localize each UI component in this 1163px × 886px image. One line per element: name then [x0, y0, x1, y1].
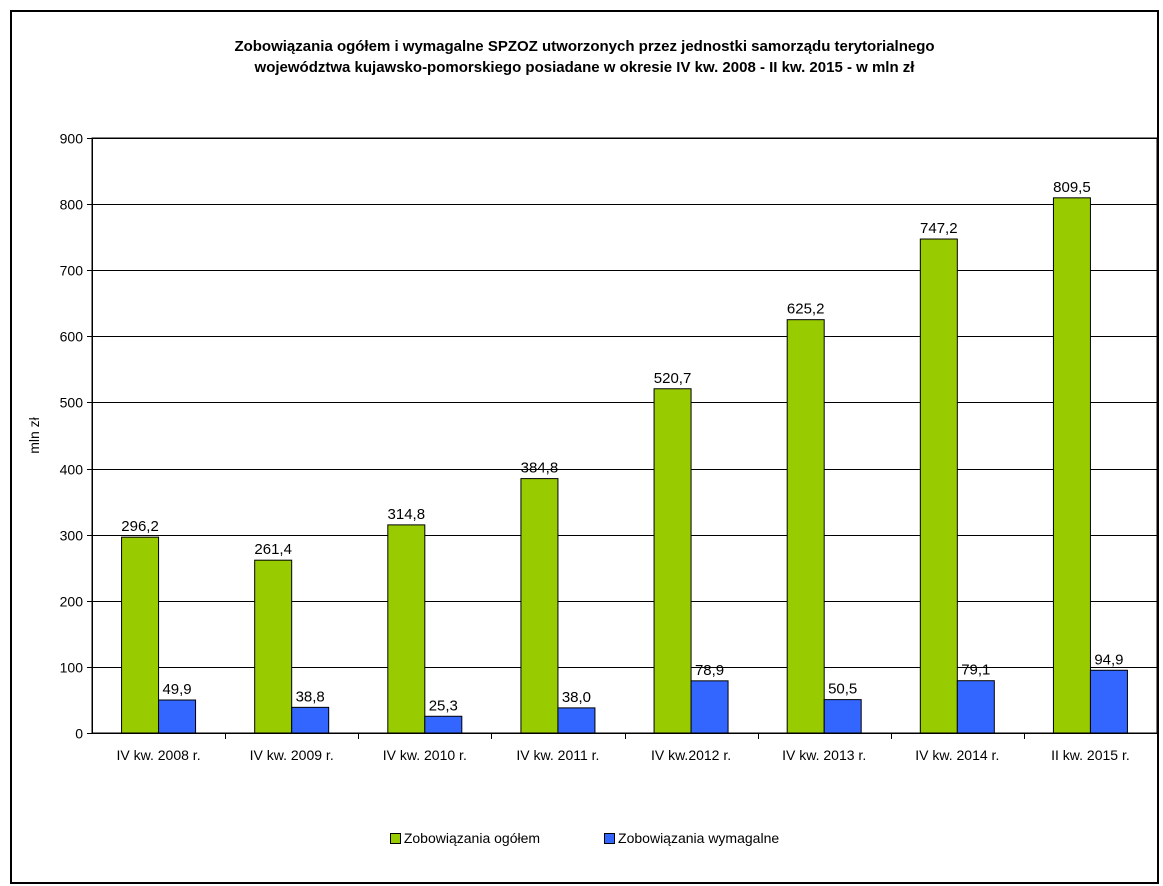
bar-due [1089, 669, 1128, 734]
bar-due [690, 680, 729, 734]
x-tick-label: IV kw. 2011 r. [516, 747, 599, 763]
legend-item-due: Zobowiązania wymagalne [604, 830, 779, 846]
y-tick-label: 0 [75, 726, 83, 742]
chart-title: Zobowiązania ogółem i wymagalne SPZOZ ut… [12, 36, 1157, 78]
bar-total [387, 524, 426, 734]
data-label-total: 747,2 [920, 220, 958, 237]
data-label-total: 384,8 [521, 460, 559, 477]
legend-item-total: Zobowiązania ogółem [389, 830, 541, 846]
x-tick-label: IV kw. 2014 r. [915, 747, 999, 763]
bar-total [1052, 197, 1091, 734]
data-label-due: 79,1 [961, 662, 990, 679]
data-label-due: 38,8 [296, 688, 325, 705]
bar-due [823, 699, 862, 734]
data-label-total: 314,8 [388, 506, 426, 523]
x-tick-label: II kw. 2015 r. [1051, 747, 1130, 763]
bar-total [919, 238, 958, 734]
y-tick-label: 600 [60, 329, 84, 345]
data-label-due: 94,9 [1094, 651, 1123, 668]
legend-swatch-total [389, 832, 401, 844]
bar-total [653, 388, 692, 734]
data-label-total: 261,4 [254, 541, 292, 558]
legend-swatch-due [604, 832, 616, 844]
data-label-due: 50,5 [828, 681, 857, 698]
y-axis-label: mln zł [26, 416, 42, 453]
bar-due [291, 706, 330, 734]
bar-due [424, 715, 463, 734]
data-label-due: 38,0 [562, 689, 591, 706]
bar-total [786, 319, 825, 734]
y-tick-label: 400 [60, 462, 84, 478]
data-label-due: 78,9 [695, 662, 724, 679]
bar-total [520, 478, 559, 734]
y-tick-label: 200 [60, 594, 84, 610]
legend: Zobowiązania ogółem Zobowiązania wymagal… [12, 830, 1157, 846]
chart-title-line-2: województwa kujawsko-pomorskiego posiada… [254, 59, 915, 76]
chart-frame: Zobowiązania ogółem i wymagalne SPZOZ ut… [10, 10, 1159, 884]
data-label-total: 296,2 [121, 518, 159, 535]
y-tick-label: 300 [60, 528, 84, 544]
plot-area [91, 137, 1158, 734]
bar-total [121, 536, 160, 734]
legend-label-total: Zobowiązania ogółem [403, 830, 541, 846]
x-tick-label: IV kw. 2010 r. [383, 747, 467, 763]
x-tick-label: IV kw.2012 r. [651, 747, 731, 763]
y-tick-label: 100 [60, 660, 84, 676]
bar-due [557, 707, 596, 734]
data-label-due: 49,9 [162, 681, 191, 698]
data-label-total: 625,2 [787, 301, 825, 318]
x-tick-label: IV kw. 2009 r. [250, 747, 334, 763]
bar-due [158, 699, 197, 734]
bar-due [956, 680, 995, 734]
y-tick-label: 900 [60, 131, 84, 147]
data-label-total: 520,7 [654, 370, 692, 387]
data-label-total: 809,5 [1053, 179, 1091, 196]
x-tick-label: IV kw. 2013 r. [782, 747, 866, 763]
legend-label-due: Zobowiązania wymagalne [618, 830, 780, 846]
bar-chart: 0 100 200 300 400 500 600 700 800 900 mln zł IV kw.… [26, 131, 1158, 763]
x-tick-label: IV kw. 2008 r. [117, 747, 201, 763]
data-label-due: 25,3 [429, 697, 458, 714]
y-tick-label: 700 [60, 263, 84, 279]
bar-total [254, 559, 293, 734]
y-tick-label: 500 [60, 395, 84, 411]
y-tick-label: 800 [60, 197, 84, 213]
chart-title-line-1: Zobowiązania ogółem i wymagalne SPZOZ ut… [234, 38, 935, 55]
